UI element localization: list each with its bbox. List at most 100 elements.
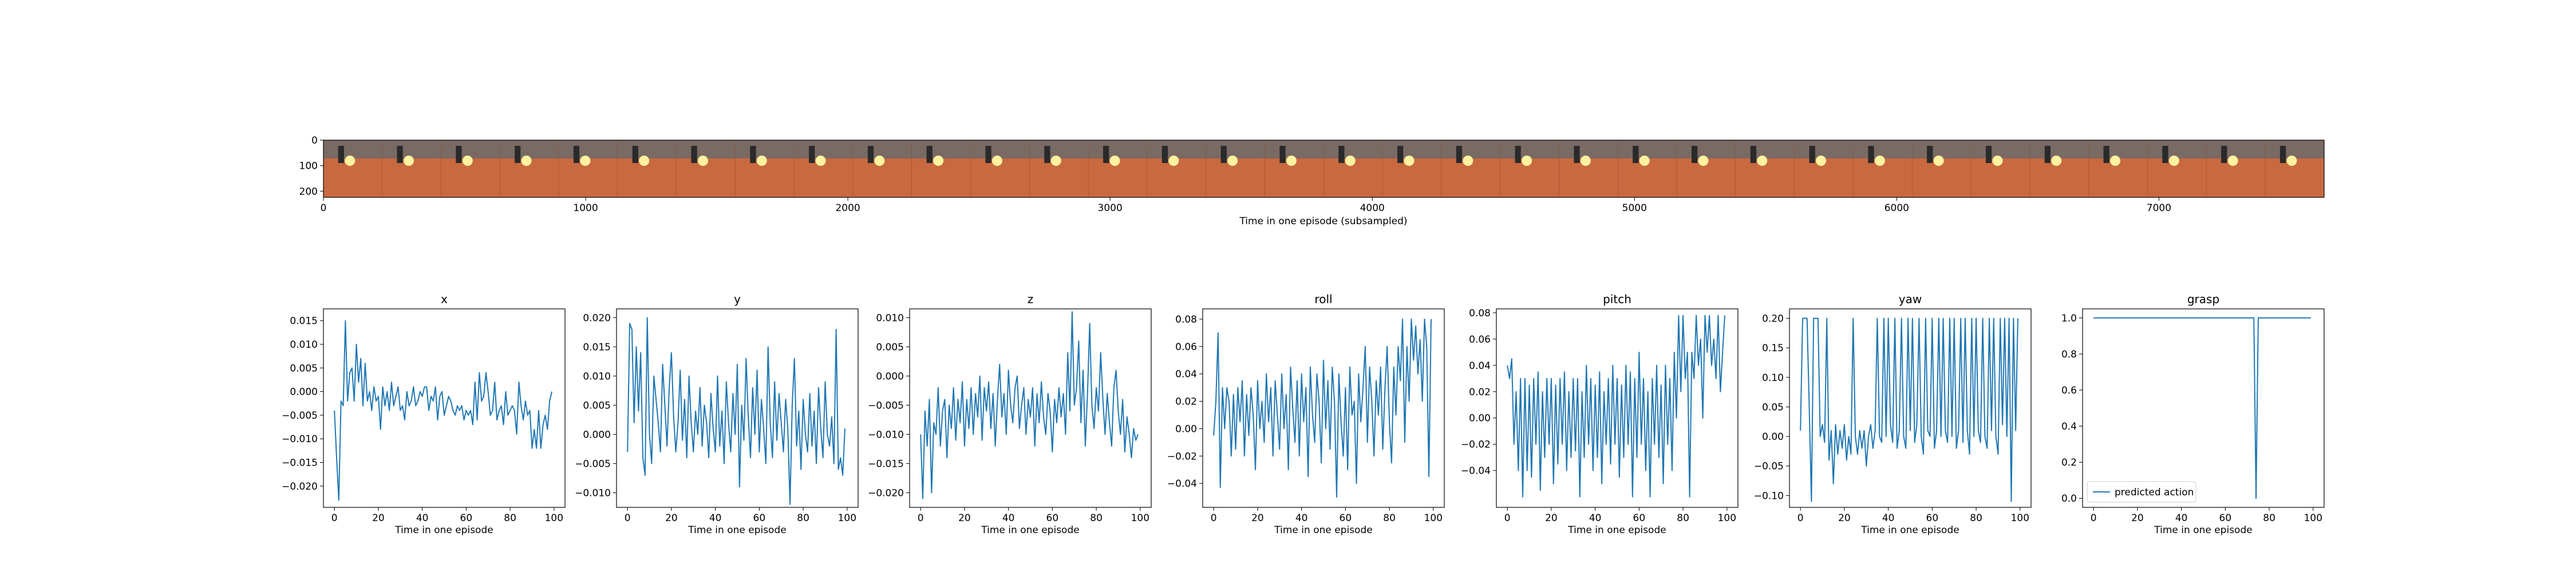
frame-gripper: [2162, 146, 2168, 163]
filmstrip-frame: [1736, 140, 1795, 197]
ytick-label: 0.020: [583, 312, 611, 324]
axes-frame: [1202, 308, 1445, 508]
filmstrip-frame: [676, 140, 736, 197]
frame-gripper: [1161, 146, 1168, 163]
frame-gripper: [1220, 146, 1227, 163]
ytick-label: −0.020: [282, 481, 318, 492]
filmstrip-frame: [1559, 140, 1618, 197]
frame-object: [756, 156, 767, 166]
filmstrip-frame: [2206, 140, 2266, 197]
frame-robot-mount: [2265, 140, 2324, 158]
frame-robot-mount: [1088, 140, 1148, 158]
frame-robot-mount: [794, 140, 854, 158]
frame-gripper: [2044, 146, 2051, 163]
xtick-label: 40: [1882, 513, 1895, 524]
xtick-label: 40: [416, 513, 429, 524]
ytick-label: 0.005: [876, 341, 904, 353]
frame-object: [1404, 156, 1415, 166]
frame-object: [1050, 156, 1061, 166]
frame-object: [1874, 156, 1885, 166]
frame-object: [1522, 156, 1532, 166]
ytick-label: −0.015: [282, 458, 318, 469]
xtick-label: 60: [753, 513, 766, 524]
xtick-label: 80: [504, 513, 516, 524]
frame-object: [1227, 156, 1238, 166]
filmstrip-xtick-label: 6000: [1884, 202, 1909, 214]
frame-gripper: [1515, 146, 1521, 163]
frame-gripper: [515, 146, 521, 163]
series-line: [920, 311, 1139, 499]
frame-robot-mount: [500, 140, 559, 158]
filmstrip-frame: [794, 140, 854, 197]
xtick-label: 0: [1504, 513, 1511, 524]
filmstrip-frame: [735, 140, 795, 197]
subplot-xlabel: Time in one episode: [1567, 525, 1666, 536]
frame-robot-mount: [853, 140, 912, 158]
filmstrip-frame: [500, 140, 559, 197]
frame-object: [1698, 156, 1709, 166]
frame-gripper: [632, 146, 638, 163]
frame-robot-mount: [1323, 140, 1383, 158]
frame-robot-mount: [1736, 140, 1795, 158]
ytick-label: 0.010: [290, 339, 318, 351]
frame-gripper: [1397, 146, 1404, 163]
filmstrip-ytick-label: 200: [299, 186, 318, 197]
xtick-label: 60: [1633, 513, 1646, 524]
ytick-label: 0.010: [583, 371, 611, 382]
frame-object: [2051, 156, 2062, 166]
frame-robot-mount: [1382, 140, 1442, 158]
series-line: [334, 320, 552, 501]
series-line: [1800, 317, 2018, 502]
axes-frame: [323, 308, 566, 508]
xtick-label: 100: [838, 513, 856, 524]
xtick-label: 80: [1383, 513, 1396, 524]
ytick-label: 0.2: [2061, 457, 2077, 468]
series-line: [627, 317, 846, 505]
frame-object: [1463, 156, 1473, 166]
subplot-xlabel: Time in one episode: [1274, 525, 1372, 536]
frame-object: [2168, 156, 2179, 166]
xtick-label: 40: [1295, 513, 1308, 524]
xtick-label: 20: [665, 513, 678, 524]
xtick-label: 40: [1002, 513, 1015, 524]
ytick-label: 0.00: [1175, 423, 1197, 435]
xtick-label: 60: [460, 513, 473, 524]
filmstrip-frame: [1500, 140, 1560, 197]
xtick-label: 0: [918, 513, 924, 524]
filmstrip-frame: [323, 140, 383, 197]
filmstrip-ticks: 0 1000 2000 3000 4000 5000 6000 7000 0 100 200: [299, 135, 2172, 214]
frame-object: [1933, 156, 1944, 166]
legend: predicted action: [2087, 481, 2196, 503]
xtick-label: 100: [545, 513, 563, 524]
filmstrip-xtick-label: 7000: [2147, 202, 2171, 214]
ytick-label: 0.08: [1469, 308, 1491, 319]
frame-robot-mount: [1677, 140, 1736, 158]
frame-object: [1639, 156, 1650, 166]
frame-object: [1816, 156, 1827, 166]
frame-gripper: [1279, 146, 1286, 163]
ytick-label: 0.06: [1469, 334, 1491, 345]
ytick-label: −0.02: [1167, 451, 1197, 462]
frame-gripper: [2103, 146, 2109, 163]
frame-robot-mount: [559, 140, 618, 158]
ytick-label: 0.00: [1469, 413, 1491, 424]
subplot-title: yaw: [1899, 292, 1922, 306]
ytick-label: 0.010: [876, 312, 904, 324]
frame-robot-mount: [1912, 140, 1971, 158]
frame-object: [2110, 156, 2121, 166]
frame-gripper: [926, 146, 933, 163]
ytick-label: 0.08: [1175, 314, 1197, 325]
frame-object: [345, 156, 355, 166]
frame-gripper: [573, 146, 580, 163]
filmstrip-ytick-label: 100: [299, 161, 318, 172]
xtick-label: 20: [2131, 513, 2144, 524]
xtick-label: 0: [331, 513, 338, 524]
frame-object: [1168, 156, 1179, 166]
filmstrip-frame: [1382, 140, 1442, 197]
frame-gripper: [2279, 146, 2286, 163]
xtick-label: 80: [797, 513, 809, 524]
frame-object: [1992, 156, 2003, 166]
filmstrip-frame: [1794, 140, 1854, 197]
filmstrip-xlabel: Time in one episode (subsampled): [1239, 216, 1407, 227]
axes-frame: [1496, 308, 1739, 508]
